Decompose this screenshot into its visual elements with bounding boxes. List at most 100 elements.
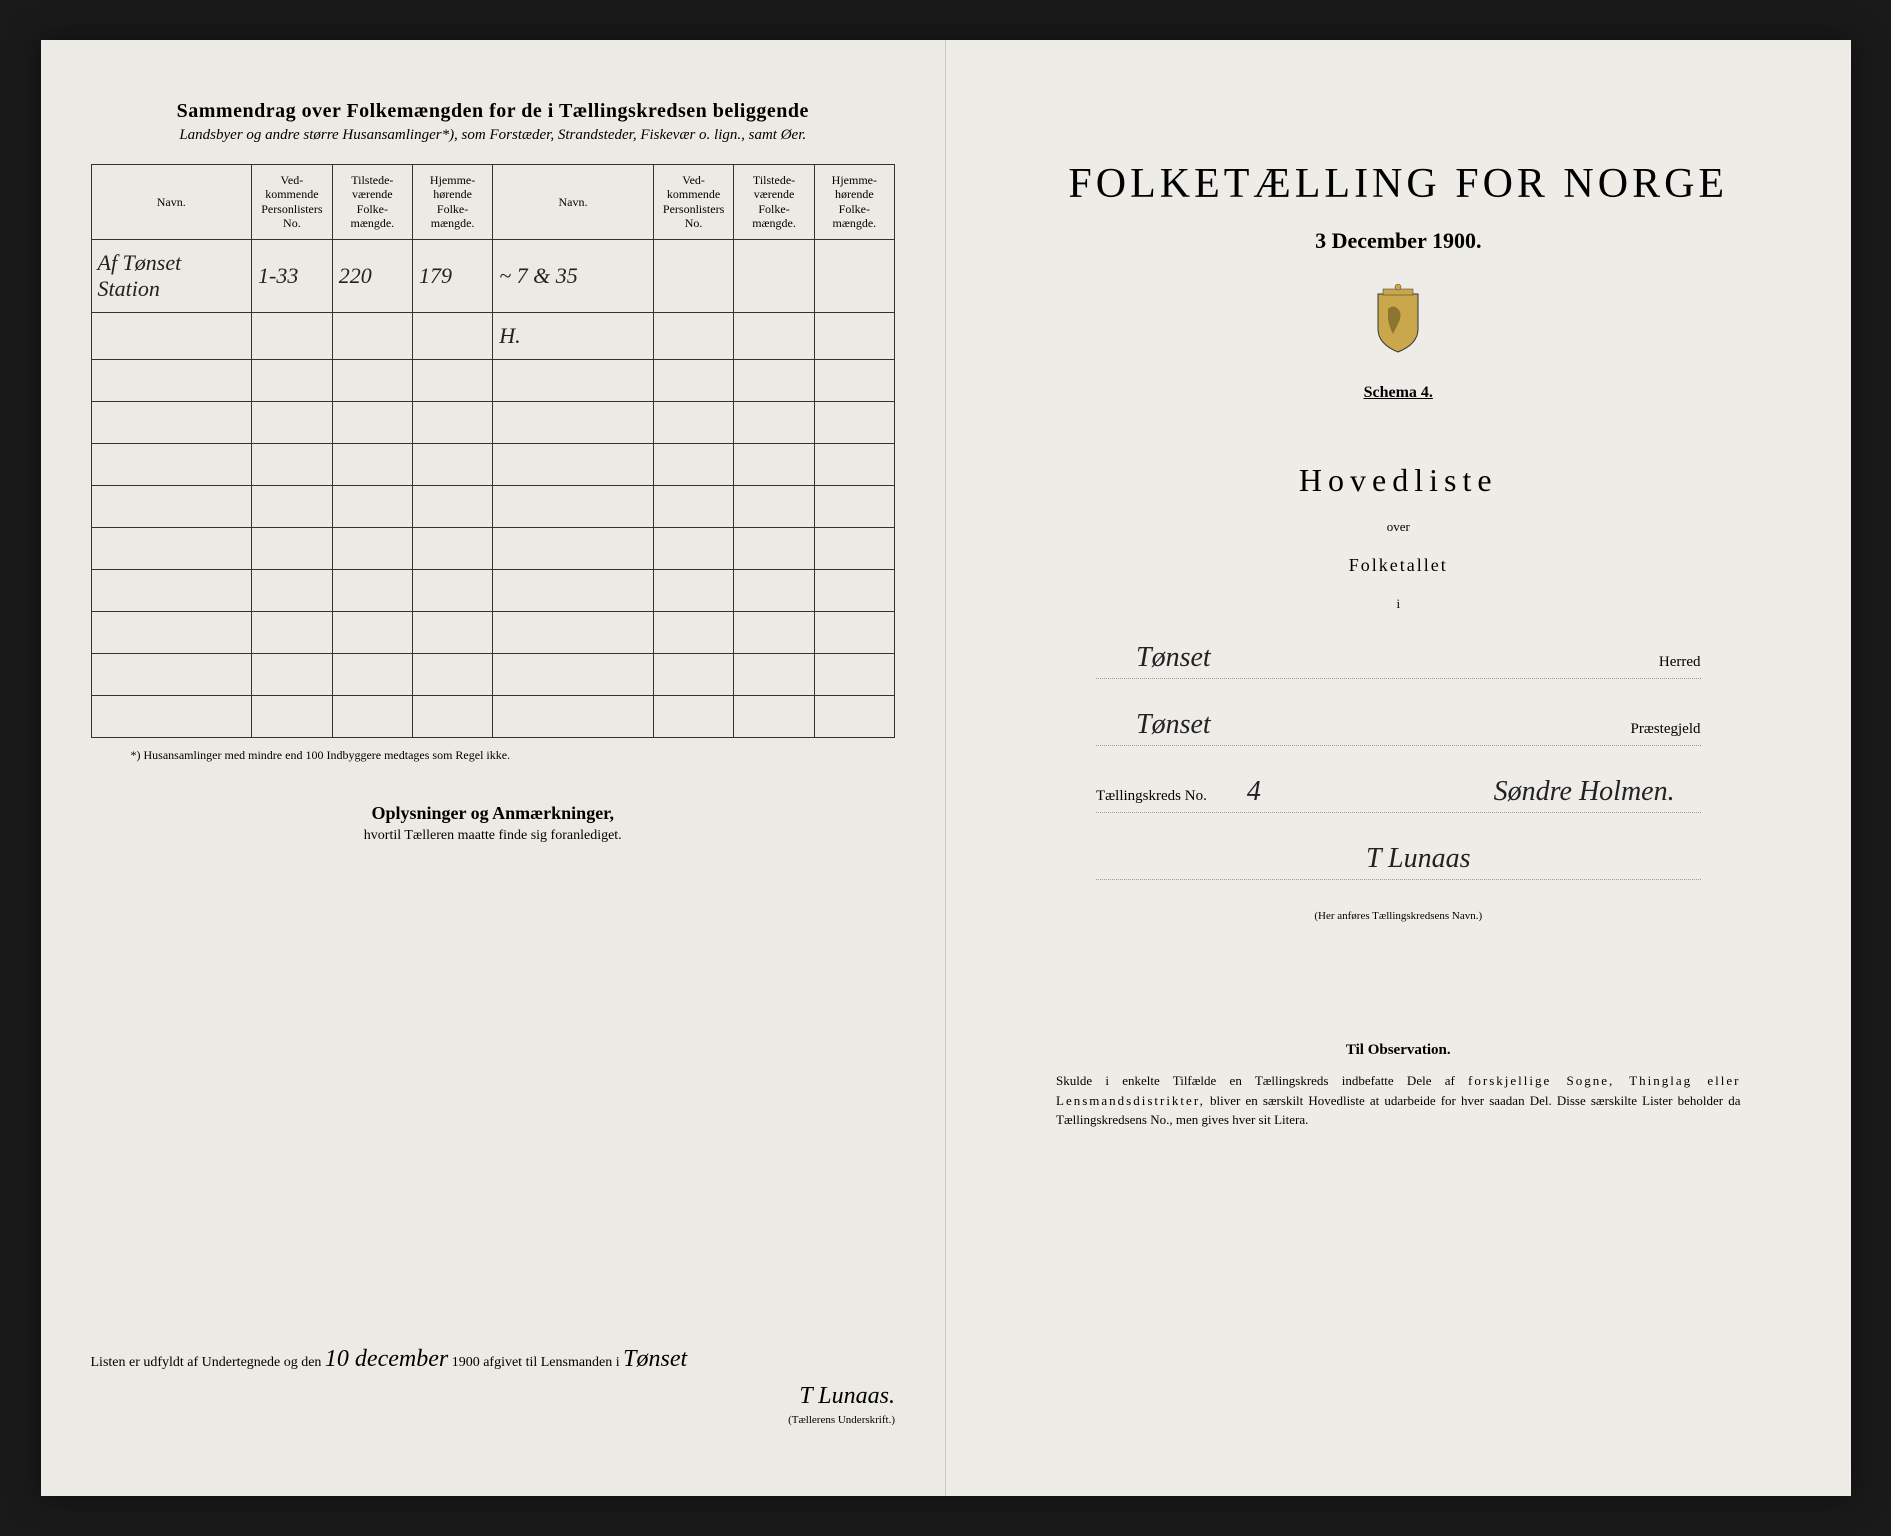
table-cell <box>412 443 492 485</box>
th-navn-2: Navn. <box>493 165 654 240</box>
table-cell <box>814 401 894 443</box>
table-cell <box>734 653 814 695</box>
table-cell <box>252 527 333 569</box>
table-row <box>91 443 895 485</box>
table-cell <box>653 312 734 359</box>
praestegjeld-label: Præstegjeld <box>1631 721 1701 738</box>
signature-block: T Lunaas. (Tællerens Underskrift.) <box>91 1383 896 1426</box>
table-cell <box>734 569 814 611</box>
table-cell: 179 <box>412 239 492 312</box>
table-cell <box>734 611 814 653</box>
table-cell <box>332 401 412 443</box>
table-cell <box>493 485 654 527</box>
table-cell <box>412 695 492 737</box>
table-cell <box>252 653 333 695</box>
herred-label: Herred <box>1659 654 1701 671</box>
table-cell <box>653 611 734 653</box>
sig-date: 10 december <box>325 1346 448 1372</box>
schema-label: Schema 4. <box>996 384 1801 402</box>
table-cell <box>412 485 492 527</box>
table-cell <box>734 239 814 312</box>
table-cell <box>493 653 654 695</box>
summary-header: Sammendrag over Folkemængden for de i Tæ… <box>91 100 896 144</box>
obs-part1: Skulde i enkelte Tilfælde en Tællingskre… <box>1056 1073 1455 1088</box>
table-cell <box>814 527 894 569</box>
right-page: FOLKETÆLLING FOR NORGE 3 December 1900. … <box>946 40 1851 1496</box>
herred-value: Tønset <box>1096 642 1639 674</box>
sig-name: T Lunaas. <box>91 1383 896 1410</box>
table-cell <box>91 312 252 359</box>
taellingskreds-line: Tællingskreds No. 4 Søndre Holmen. <box>1096 776 1701 813</box>
table-cell <box>332 485 412 527</box>
table-cell <box>814 359 894 401</box>
th-navn-1: Navn. <box>91 165 252 240</box>
table-cell <box>252 312 333 359</box>
th-vedkommende-1: Ved-kommende Personlisters No. <box>252 165 333 240</box>
sig-year: 1900 <box>452 1355 480 1370</box>
coat-of-arms-icon <box>1368 284 1428 354</box>
table-cell <box>412 401 492 443</box>
table-row <box>91 401 895 443</box>
table-cell <box>91 485 252 527</box>
table-cell <box>252 485 333 527</box>
i-text: i <box>996 596 1801 612</box>
table-body: Af Tønset Station1-33220179~ 7 & 35H. <box>91 239 895 737</box>
table-cell <box>252 695 333 737</box>
table-cell <box>814 695 894 737</box>
table-cell <box>493 611 654 653</box>
table-cell <box>653 401 734 443</box>
table-cell <box>412 312 492 359</box>
taeller-name-line: T Lunaas <box>1096 843 1701 880</box>
table-cell: 220 <box>332 239 412 312</box>
table-cell <box>332 527 412 569</box>
sig-prefix: Listen er udfyldt af Undertegnede og den <box>91 1355 322 1370</box>
table-cell <box>91 653 252 695</box>
sig-place: Tønset <box>623 1346 687 1372</box>
table-cell <box>653 653 734 695</box>
table-row <box>91 569 895 611</box>
th-tilstede-2: Tilstede-værende Folke-mængde. <box>734 165 814 240</box>
table-cell <box>252 443 333 485</box>
table-cell <box>252 359 333 401</box>
taellingskreds-name: Søndre Holmen. <box>1454 776 1701 808</box>
table-cell <box>252 611 333 653</box>
table-cell <box>734 443 814 485</box>
table-cell <box>653 239 734 312</box>
table-row <box>91 527 895 569</box>
table-cell <box>493 401 654 443</box>
table-cell <box>412 653 492 695</box>
table-cell <box>814 569 894 611</box>
table-cell <box>332 359 412 401</box>
table-cell <box>91 401 252 443</box>
table-cell <box>653 527 734 569</box>
table-cell <box>814 239 894 312</box>
table-cell <box>734 485 814 527</box>
th-vedkommende-2: Ved-kommende Personlisters No. <box>653 165 734 240</box>
table-cell <box>332 695 412 737</box>
herred-line: Tønset Herred <box>1096 642 1701 679</box>
taellingskreds-number: 4 <box>1207 776 1454 808</box>
observation-text: Skulde i enkelte Tilfælde en Tællingskre… <box>1056 1071 1741 1130</box>
table-footnote: *) Husansamlinger med mindre end 100 Ind… <box>91 748 896 763</box>
th-hjemme-2: Hjemme-hørende Folke-mængde. <box>814 165 894 240</box>
table-row <box>91 611 895 653</box>
table-cell <box>91 569 252 611</box>
table-row <box>91 653 895 695</box>
th-hjemme-1: Hjemme-hørende Folke-mængde. <box>412 165 492 240</box>
praestegjeld-line: Tønset Præstegjeld <box>1096 709 1701 746</box>
table-cell <box>332 611 412 653</box>
table-cell <box>412 611 492 653</box>
table-cell: ~ 7 & 35 <box>493 239 654 312</box>
table-cell <box>252 569 333 611</box>
form-lines: Tønset Herred Tønset Præstegjeld Tælling… <box>996 642 1801 880</box>
table-cell <box>493 359 654 401</box>
table-cell <box>252 401 333 443</box>
taellingskreds-prefix: Tællingskreds No. <box>1096 788 1207 805</box>
table-cell <box>493 527 654 569</box>
table-cell <box>412 569 492 611</box>
table-cell <box>734 527 814 569</box>
table-cell <box>734 312 814 359</box>
table-cell <box>814 485 894 527</box>
table-cell <box>653 359 734 401</box>
table-cell <box>814 653 894 695</box>
